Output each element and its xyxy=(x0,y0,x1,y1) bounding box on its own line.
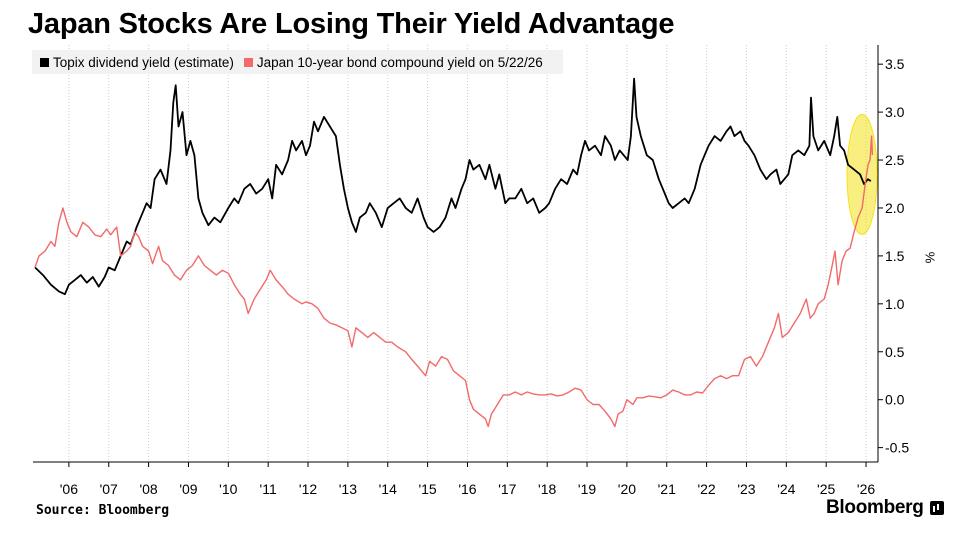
x-tick-label: '08 xyxy=(139,481,157,497)
x-tick-label: '11 xyxy=(260,481,277,497)
y-tick-label: 0.0 xyxy=(885,392,905,408)
x-tick-label: '25 xyxy=(817,481,835,497)
x-tick-label: '23 xyxy=(737,481,755,497)
bloomberg-terminal-icon xyxy=(929,501,944,515)
x-tick-label: '21 xyxy=(658,481,676,497)
chart-legend: Topix dividend yield (estimate) Japan 10… xyxy=(32,50,563,74)
y-tick-label: 2.5 xyxy=(885,152,905,168)
jgb-yield-line xyxy=(34,135,874,428)
legend-swatch-topix xyxy=(40,57,49,67)
legend-swatch-jgb xyxy=(243,57,253,67)
highlight-marker xyxy=(846,113,878,235)
x-tick-label: '17 xyxy=(498,481,516,497)
legend-item-jgb: Japan 10-year bond compound yield on 5/2… xyxy=(243,54,543,70)
bloomberg-logo: Bloomberg xyxy=(826,497,944,519)
y-tick-label: 3.5 xyxy=(885,56,905,72)
y-axis-label: % xyxy=(922,251,938,264)
x-tick-label: '24 xyxy=(777,481,795,497)
x-tick-label: '26 xyxy=(857,481,875,497)
y-tick-label: 0.5 xyxy=(885,344,905,360)
brand-name: Bloomberg xyxy=(826,497,924,518)
legend-label-jgb: Japan 10-year bond compound yield on 5/2… xyxy=(256,54,543,70)
y-tick-label: 1.0 xyxy=(885,296,905,312)
x-tick-label: '18 xyxy=(538,481,556,497)
x-tick-label: '16 xyxy=(458,481,476,497)
x-tick-label: '22 xyxy=(697,481,715,497)
x-tick-label: '10 xyxy=(219,481,237,497)
legend-label-topix: Topix dividend yield (estimate) xyxy=(53,54,234,70)
legend-item-topix: Topix dividend yield (estimate) xyxy=(40,55,234,70)
x-tick-label: '09 xyxy=(179,481,197,497)
x-tick-label: '19 xyxy=(578,481,596,497)
y-tick-label: -0.5 xyxy=(885,440,909,456)
x-tick-label: '07 xyxy=(100,481,118,497)
topix-yield-line xyxy=(34,77,872,296)
y-tick-label: 1.5 xyxy=(885,248,905,264)
y-tick-label: 3.0 xyxy=(885,104,905,120)
x-tick-label: '15 xyxy=(418,481,436,497)
x-tick-label: '14 xyxy=(379,481,397,497)
x-tick-label: '12 xyxy=(299,481,317,497)
chart-title: Japan Stocks Are Losing Their Yield Adva… xyxy=(28,8,675,40)
x-tick-label: '06 xyxy=(60,481,78,497)
x-tick-label: '20 xyxy=(618,481,636,497)
y-tick-label: 2.0 xyxy=(885,200,905,216)
x-tick-label: '13 xyxy=(339,481,357,497)
source-note: Source: Bloomberg xyxy=(36,503,170,518)
